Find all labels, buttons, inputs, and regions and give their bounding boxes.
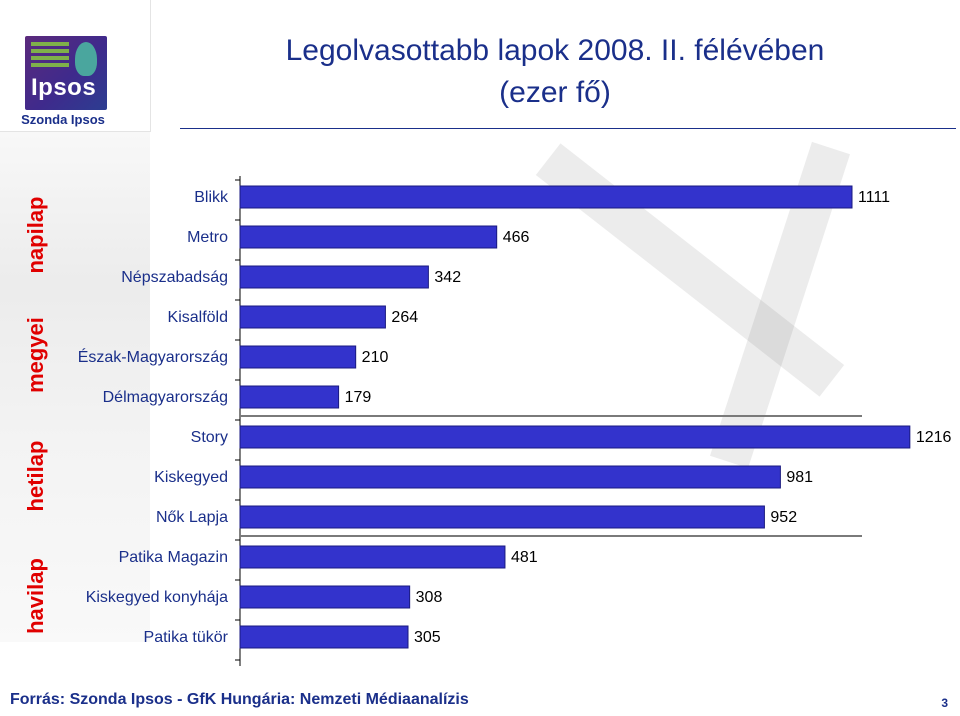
source-footer: Forrás: Szonda Ipsos - GfK Hungária: Nem… [10,691,469,708]
bar [239,345,357,369]
data-label: 342 [434,269,461,286]
bar [239,185,853,209]
data-label: 466 [503,229,530,246]
category-label: Kiskegyed konyhája [86,589,228,606]
category-label: Észak-Magyarország [78,347,228,366]
data-label: 179 [345,389,372,406]
category-label: Patika tükör [144,629,229,646]
logo-face-icon [75,42,97,76]
title-line-1: Legolvasottabb lapok 2008. II. félévében [285,34,825,67]
data-label: 1111 [858,189,890,206]
category-label: Story [191,429,228,446]
category-label: Kiskegyed [154,469,228,486]
data-label: 210 [362,349,389,366]
data-label: 1216 [916,429,952,446]
category-label: Délmagyarország [103,389,228,406]
page-title: Legolvasottabb lapok 2008. II. félévében… [150,30,960,114]
category-label: Népszabadság [121,269,228,286]
logo-area: Ipsos Szonda Ipsos [0,0,151,132]
category-label: Nők Lapja [156,509,228,526]
bar [239,545,506,569]
data-label: 981 [786,469,813,486]
data-label: 952 [770,509,797,526]
data-label: 308 [416,589,443,606]
title-line-2: (ezer fő) [499,76,611,109]
bar [239,625,409,649]
category-label: Blikk [194,189,229,206]
data-label: 481 [511,549,538,566]
page-number: 3 [941,696,948,710]
ipsos-logo: Ipsos [25,36,107,110]
category-label: Patika Magazin [119,549,228,566]
bar [239,505,765,529]
logo-bars-icon [31,42,69,74]
title-divider [180,128,956,129]
bar [239,425,911,449]
category-label: Metro [187,229,228,246]
category-label: Kisalföld [168,309,228,326]
bar [239,305,386,329]
bar [239,385,340,409]
bar [239,585,411,609]
data-label: 305 [414,629,441,646]
bar [239,265,429,289]
logo-caption: Szonda Ipsos [21,112,105,127]
data-label: 264 [391,309,418,326]
decorative-background [0,132,150,642]
bar [239,225,498,249]
logo-word: Ipsos [31,74,97,101]
bar [239,465,781,489]
